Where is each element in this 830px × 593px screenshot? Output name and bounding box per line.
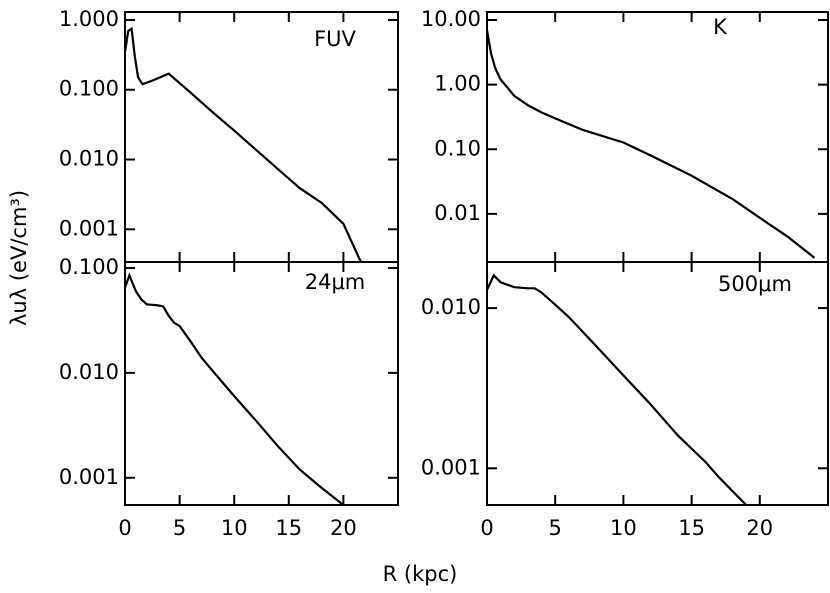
y-tick-label: 0.100 [59, 255, 119, 279]
panel-frame [486, 261, 829, 506]
x-tick-label: 20 [330, 516, 357, 540]
x-tick-label: 10 [610, 516, 637, 540]
curve [487, 273, 747, 505]
y-tick-label: 10.00 [421, 7, 481, 31]
curve [125, 272, 345, 505]
curve [125, 26, 362, 262]
curve [487, 29, 816, 259]
y-tick-label: 1.000 [59, 7, 119, 31]
x-tick-label: 15 [275, 516, 302, 540]
panel-frame [486, 11, 829, 263]
panel-label: FUV [314, 27, 356, 51]
panel-frame [124, 11, 399, 263]
y-tick-label: 0.100 [59, 77, 119, 101]
panel-label: K [713, 15, 728, 39]
x-tick-label: 5 [173, 516, 186, 540]
panel-label: 24μm [305, 270, 366, 294]
x-tick-label: 0 [118, 516, 131, 540]
y-tick-label: 0.010 [421, 295, 481, 319]
y-tick-label: 0.001 [59, 465, 119, 489]
y-axis-label: λuλ (eV/cm³) [7, 190, 31, 326]
y-tick-label: 1.00 [434, 72, 481, 96]
panel-frame [124, 261, 399, 506]
x-tick-label: 15 [678, 516, 705, 540]
y-tick-label: 0.010 [59, 147, 119, 171]
y-tick-label: 0.010 [59, 360, 119, 384]
x-tick-label: 0 [480, 516, 493, 540]
x-tick-label: 5 [549, 516, 562, 540]
y-tick-label: 0.10 [434, 136, 481, 160]
x-tick-label: 10 [221, 516, 248, 540]
x-axis-label: R (kpc) [383, 562, 458, 586]
panel-label: 500μm [718, 272, 792, 296]
y-tick-label: 0.001 [59, 216, 119, 240]
y-tick-label: 0.01 [434, 201, 481, 225]
x-tick-label: 20 [746, 516, 773, 540]
y-tick-label: 0.001 [421, 455, 481, 479]
